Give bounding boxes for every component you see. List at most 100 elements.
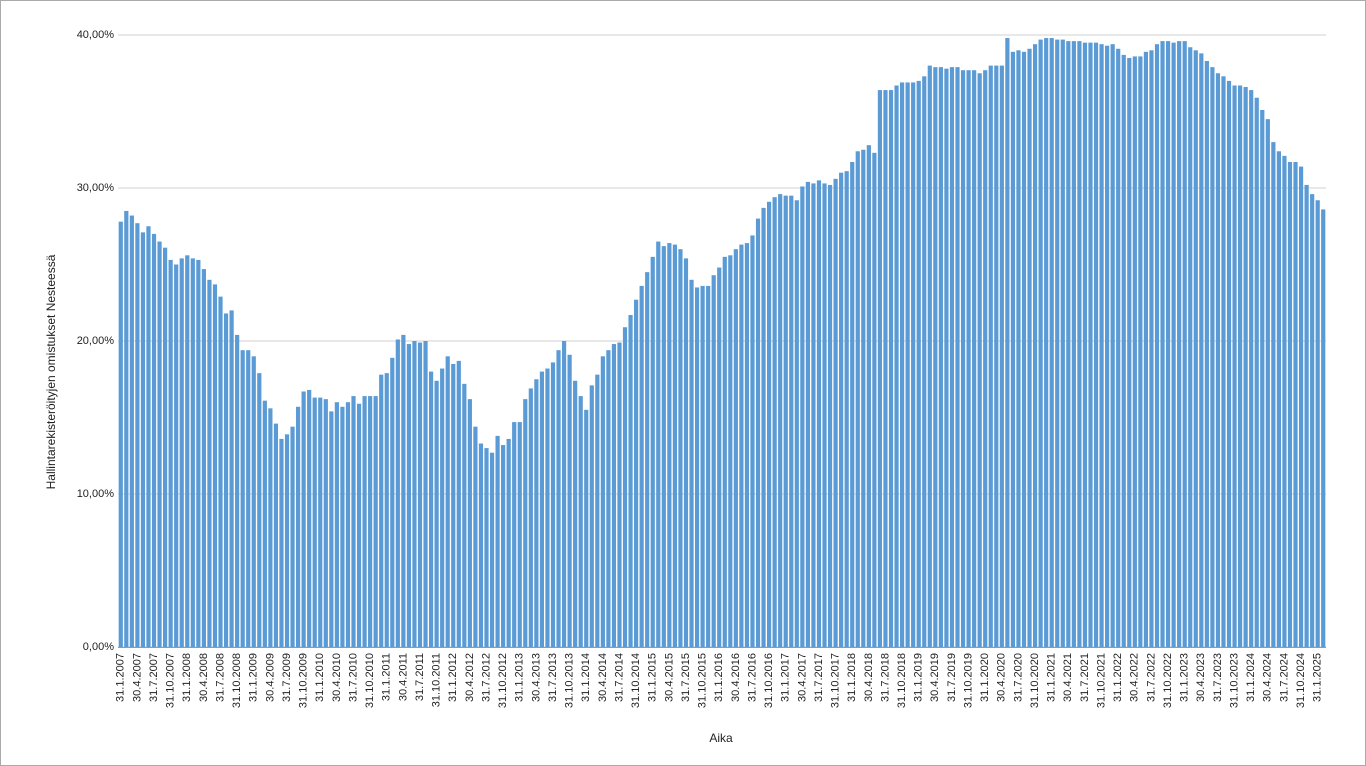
- bar: [506, 438, 511, 647]
- bar: [960, 70, 966, 647]
- bar: [972, 70, 977, 647]
- bar: [1177, 41, 1182, 648]
- bar: [395, 339, 400, 647]
- bar: [1182, 41, 1187, 648]
- bar: [185, 255, 190, 647]
- bar: [1127, 57, 1132, 647]
- bar: [129, 215, 134, 648]
- x-axis-title: Aika: [709, 731, 733, 745]
- bar: [1077, 41, 1082, 648]
- bar: [428, 371, 434, 647]
- bar: [1188, 47, 1193, 648]
- bar: [1010, 51, 1016, 647]
- x-tick-label: 31.10.2022: [1162, 653, 1174, 708]
- bar: [495, 435, 500, 647]
- bar: [262, 400, 267, 647]
- bar: [805, 181, 810, 647]
- bar: [1171, 42, 1176, 647]
- x-tick-label: 30.4.2017: [796, 653, 808, 702]
- bar: [611, 344, 617, 647]
- bar: [307, 389, 312, 647]
- bar: [478, 443, 484, 647]
- x-tick-label: 31.10.2014: [630, 653, 642, 708]
- bar: [1055, 39, 1060, 647]
- bar: [683, 258, 689, 647]
- bar: [473, 426, 478, 647]
- bar: [201, 269, 206, 647]
- bar: [739, 244, 744, 648]
- bar: [556, 350, 561, 647]
- bar: [273, 423, 279, 647]
- bar: [312, 397, 317, 647]
- bar: [124, 210, 129, 647]
- bar: [1160, 41, 1165, 648]
- x-tick-label: 30.4.2013: [530, 653, 542, 702]
- bar: [268, 408, 273, 647]
- bar: [988, 65, 993, 648]
- bar: [151, 233, 157, 647]
- y-tick-label: 10,00%: [77, 488, 115, 500]
- y-tick-label: 40,00%: [77, 29, 115, 41]
- bar: [922, 76, 927, 647]
- bar: [1321, 209, 1326, 648]
- bar: [412, 341, 417, 647]
- bar: [783, 195, 788, 647]
- bar: [1221, 76, 1226, 647]
- bar: [800, 186, 805, 647]
- bar: [168, 259, 173, 647]
- bar: [872, 152, 877, 647]
- bar: [589, 385, 594, 647]
- x-tick-label: 31.1.2018: [846, 653, 858, 702]
- bar: [617, 342, 622, 647]
- bar: [190, 258, 195, 647]
- bar: [866, 145, 871, 647]
- y-tick-label: 30,00%: [77, 182, 115, 194]
- bar: [1276, 151, 1281, 647]
- bar: [218, 296, 223, 647]
- x-tick-label: 31.7.2009: [281, 653, 293, 702]
- x-tick-label: 31.10.2019: [962, 653, 974, 708]
- x-tick-label: 31.10.2021: [1095, 653, 1107, 708]
- bar: [645, 272, 650, 647]
- bar: [733, 249, 738, 647]
- x-tick-label: 31.1.2016: [713, 653, 725, 702]
- x-tick-label: 31.1.2021: [1046, 653, 1058, 702]
- bar: [1071, 41, 1076, 648]
- bar: [744, 243, 750, 647]
- bar: [550, 362, 556, 647]
- x-tick-label: 30.4.2014: [597, 653, 609, 702]
- bar: [196, 259, 201, 647]
- bar: [883, 90, 888, 647]
- bar: [1060, 39, 1065, 647]
- bar: [146, 226, 151, 647]
- x-tick-label: 31.10.2023: [1228, 653, 1240, 708]
- bar: [755, 218, 761, 647]
- bar: [484, 448, 489, 647]
- bar: [850, 161, 855, 648]
- bar: [1293, 161, 1298, 648]
- bar: [434, 380, 439, 647]
- x-tick-label: 30.4.2024: [1262, 653, 1274, 702]
- bar: [284, 434, 290, 647]
- x-tick-label: 31.1.2017: [780, 653, 792, 702]
- x-tick-label: 30.4.2007: [131, 653, 143, 702]
- x-tick-label: 30.4.2015: [663, 653, 675, 702]
- bar: [750, 235, 755, 647]
- bar: [706, 285, 711, 647]
- x-tick-label: 31.7.2024: [1278, 653, 1290, 702]
- x-tick-label: 30.4.2020: [996, 653, 1008, 702]
- bar: [295, 406, 301, 647]
- bar: [639, 285, 644, 647]
- bar: [534, 379, 539, 647]
- x-tick-label: 30.4.2010: [331, 653, 343, 702]
- bar: [1282, 155, 1287, 647]
- bar: [1121, 54, 1126, 647]
- x-tick-label: 31.7.2019: [946, 653, 958, 702]
- x-tick-label: 31.1.2009: [248, 653, 260, 702]
- bar: [1304, 184, 1309, 647]
- bar: [767, 201, 772, 647]
- x-tick-label: 31.10.2016: [763, 653, 775, 708]
- x-tick-label: 31.1.2020: [979, 653, 991, 702]
